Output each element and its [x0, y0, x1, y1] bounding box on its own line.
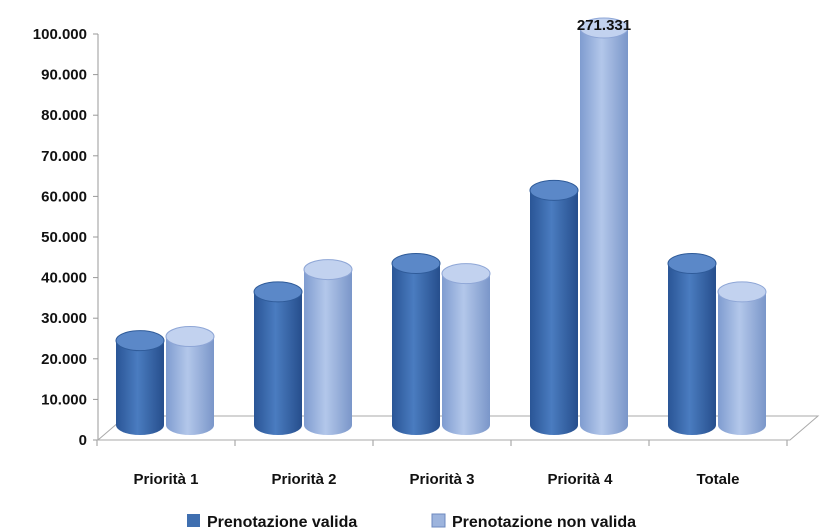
x-category-label: Totale [696, 471, 739, 488]
y-tick-label: 10.000 [41, 391, 87, 408]
bar-valida [253, 281, 303, 435]
legend-label: Prenotazione non valida [452, 514, 636, 531]
y-tick-label: 30.000 [41, 310, 87, 327]
legend-label: Prenotazione valida [207, 514, 357, 531]
y-tick-label: 40.000 [41, 270, 87, 287]
y-tick-label: 90.000 [41, 67, 87, 84]
x-category-label: Priorità 1 [133, 471, 198, 488]
legend-swatch [431, 513, 446, 528]
bar-non-valida [441, 263, 491, 435]
bars [115, 17, 767, 435]
legend: Prenotazione valida Prenotazione non vali… [187, 513, 636, 531]
x-category-label: Priorità 3 [409, 471, 474, 488]
bar-non-valida [165, 326, 215, 435]
y-tick-label: 100.000 [33, 26, 87, 43]
bar-valida [391, 252, 441, 435]
bar-valida [115, 330, 165, 435]
data-label: 271.331 [577, 17, 631, 34]
bar-non-valida [717, 281, 767, 435]
y-tick-label: 60.000 [41, 188, 87, 205]
y-tick-label: 70.000 [41, 148, 87, 165]
y-tick-label: 20.000 [41, 351, 87, 368]
bar-non-valida [303, 259, 353, 435]
legend-item: Prenotazione non valida [431, 513, 636, 531]
y-tick-label: 80.000 [41, 107, 87, 124]
legend-item: Prenotazione valida [187, 514, 357, 531]
legend-swatch [187, 514, 200, 527]
x-category-label: Priorità 2 [271, 471, 336, 488]
bar-non-valida [579, 17, 629, 435]
y-tick-label: 0 [79, 432, 87, 449]
bar-valida [667, 252, 717, 435]
y-tick-label: 50.000 [41, 229, 87, 246]
axes: 0 10.000 20.000 30.000 40.000 50.000 60.000 70.… [33, 26, 790, 449]
bar-valida [529, 179, 579, 435]
x-category-label: Priorità 4 [547, 471, 613, 488]
labels: Priorità 1 Priorità 2 Priorità 3 Priorità 4… [133, 17, 739, 488]
